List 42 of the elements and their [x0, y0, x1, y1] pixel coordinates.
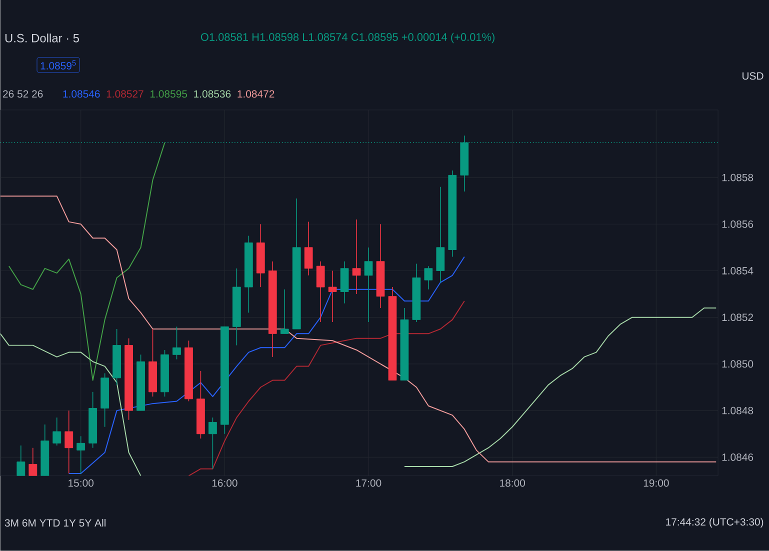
x-tick-label: 17:00 — [356, 479, 382, 487]
text: 1.08546 — [63, 90, 100, 98]
chart-subtitle: O1.08581 H1.08598 L1.08574 C1.08595 +0.00014 (+0.01%) — [200, 32, 494, 44]
text: 1.08527 — [106, 90, 144, 98]
chart-title: U.S. Dollar · 5 — [5, 34, 80, 42]
candlestick — [172, 326, 181, 360]
y-tick-label: 1.0852 — [722, 314, 753, 322]
candlestick — [316, 261, 325, 323]
x-tick-label: 19:00 — [644, 479, 669, 487]
candlestick — [328, 270, 337, 323]
candlestick — [52, 417, 62, 446]
x-tick-label: 15:00 — [68, 479, 94, 487]
line-series — [68, 256, 465, 474]
x-tick-label: 18:00 — [500, 479, 526, 487]
candlestick — [76, 436, 86, 474]
y-tick-label: 1.0858 — [722, 174, 754, 182]
text: 1.08595 — [150, 90, 188, 98]
x-tick-label: 16:00 — [212, 479, 238, 487]
candlestick — [208, 417, 217, 470]
text: 1.0859$^{5}$ — [40, 60, 76, 70]
y-tick-label: 1.0848 — [722, 406, 754, 414]
line-series — [188, 300, 465, 476]
candlestick — [340, 261, 349, 304]
candlestick — [364, 247, 373, 323]
candlestick — [64, 410, 74, 474]
line-series — [0, 196, 717, 462]
text: 1.08536 — [194, 90, 231, 98]
text: 3M 6M YTD 1Y 5Y All — [4, 519, 106, 527]
y-tick-label: 1.0846 — [722, 454, 754, 461]
candlestick — [304, 222, 313, 276]
candlestick — [352, 219, 361, 295]
y-tick-label: 1.0854 — [722, 267, 754, 275]
y-tick-label: 1.0850 — [722, 360, 754, 368]
text: 1.08472 — [238, 90, 274, 98]
line-series — [8, 142, 166, 381]
text: 26 52 26 — [3, 90, 43, 98]
y-tick-label: 1.0856 — [722, 220, 754, 228]
text: USD — [742, 72, 764, 80]
text: 17:44:32 (UTC+3:30) — [666, 518, 764, 528]
candlestick — [280, 289, 289, 334]
candlestick — [436, 186, 445, 283]
candlestick — [424, 266, 433, 290]
